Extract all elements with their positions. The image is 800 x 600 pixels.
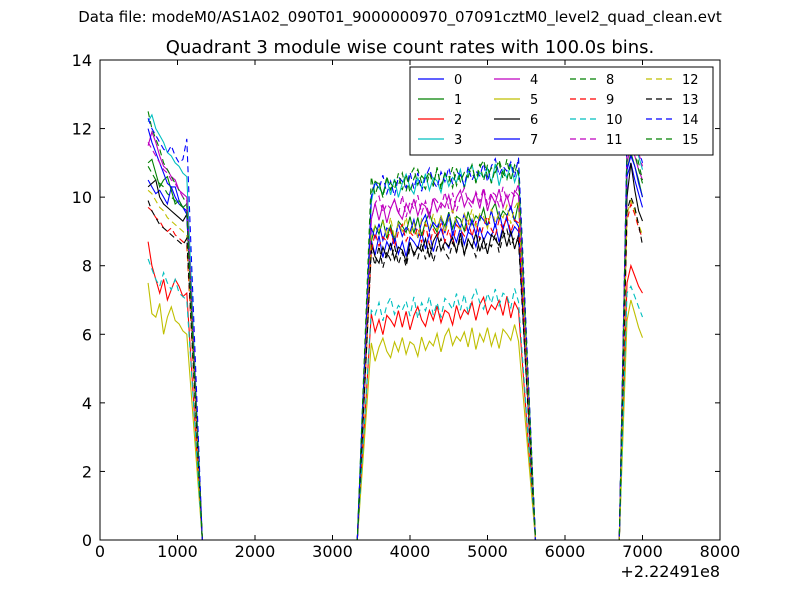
data-file-title: Data file: modeM0/AS1A02_090T01_90000009… <box>78 8 722 26</box>
series-line-9 <box>147 202 644 541</box>
x-tick-label: 7000 <box>622 542 663 561</box>
x-tick-label: 8000 <box>700 542 741 561</box>
x-tick-label: 3000 <box>312 542 353 561</box>
legend-label-1: 1 <box>454 93 462 108</box>
x-tick-label: 4000 <box>390 542 431 561</box>
legend-label-6: 6 <box>530 113 538 128</box>
legend-label-4: 4 <box>530 73 538 88</box>
y-tick-label: 10 <box>72 188 92 207</box>
x-tick-label: 6000 <box>545 542 586 561</box>
legend-label-9: 9 <box>606 93 614 108</box>
legend-label-15: 15 <box>682 133 699 148</box>
y-tick-label: 4 <box>82 394 92 413</box>
y-tick-label: 0 <box>82 531 92 550</box>
y-tick-label: 6 <box>82 325 92 344</box>
y-tick-label: 14 <box>72 51 92 70</box>
chart-title: Quadrant 3 module wise count rates with … <box>165 37 655 58</box>
series-line-10 <box>147 258 644 541</box>
series-line-12 <box>147 189 644 541</box>
x-tick-label: 5000 <box>467 542 508 561</box>
series-line-0 <box>147 162 644 541</box>
series-line-14 <box>147 118 644 541</box>
ticks-layer: 0 1000 2000 3000 4000 5000 6000 7000 80000246810… <box>72 51 741 581</box>
x-tick-label: 0 <box>95 542 105 561</box>
y-tick-label: 2 <box>82 462 92 481</box>
series-line-5 <box>147 282 644 541</box>
series-line-4 <box>147 130 644 541</box>
series-line-1 <box>147 152 644 541</box>
x-offset-label: +2.22491e8 <box>620 562 720 581</box>
legend-label-7: 7 <box>530 133 538 148</box>
series-line-13 <box>147 195 644 541</box>
legend-label-10: 10 <box>606 113 623 128</box>
series-line-2 <box>147 241 643 541</box>
x-tick-label: 2000 <box>235 542 276 561</box>
y-tick-label: 8 <box>82 257 92 276</box>
legend-label-12: 12 <box>682 73 699 88</box>
legend-label-13: 13 <box>682 93 699 108</box>
legend-label-2: 2 <box>454 113 462 128</box>
series-line-15 <box>147 140 644 541</box>
legend-label-14: 14 <box>682 113 699 128</box>
series-line-3 <box>147 107 644 541</box>
x-tick-label: 1000 <box>157 542 198 561</box>
series-line-11 <box>147 121 644 541</box>
legend-label-0: 0 <box>454 73 462 88</box>
legend-box <box>409 66 714 156</box>
legend-label-8: 8 <box>606 73 614 88</box>
legend-label-5: 5 <box>530 93 538 108</box>
legend-label-11: 11 <box>606 133 623 148</box>
series-layer <box>147 107 644 541</box>
legend-label-3: 3 <box>454 133 462 148</box>
series-line-6 <box>147 162 644 541</box>
series-line-8 <box>147 111 644 541</box>
y-tick-label: 12 <box>72 120 92 139</box>
